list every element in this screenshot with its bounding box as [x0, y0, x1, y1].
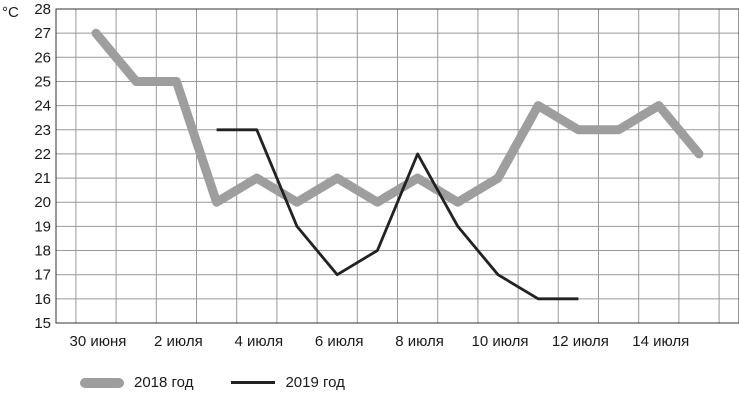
series-line-2019-год: [216, 128, 579, 301]
y-tick-label: 15: [34, 315, 51, 332]
y-tick-label: 19: [34, 218, 51, 235]
y-tick-label: 18: [34, 243, 51, 260]
x-tick-label: 4 июля: [234, 333, 283, 350]
legend-label-2019: 2019 год: [285, 374, 345, 391]
y-tick-label: 26: [34, 49, 51, 66]
legend-item-2018: 2018 год: [80, 374, 193, 391]
y-tick-label: 27: [34, 25, 51, 42]
x-tick-label: 2 июля: [154, 333, 203, 350]
y-axis-unit: °C: [2, 4, 19, 21]
legend-label-2018: 2018 год: [134, 374, 194, 391]
x-tick-label: 30 июня: [70, 333, 127, 350]
legend-swatch-2019: [231, 381, 276, 384]
x-tick-label: 14 июля: [632, 333, 689, 350]
y-axis-ticks: 15 16 17 18 19 20 21 22 23 24 25 26 27 28: [34, 1, 51, 332]
y-tick-label: 28: [34, 1, 51, 18]
y-tick-label: 23: [34, 122, 51, 139]
y-tick-label: 17: [34, 267, 51, 284]
y-tick-label: 24: [34, 98, 51, 115]
y-tick-label: 21: [34, 170, 51, 187]
x-tick-label: 12 июля: [552, 333, 609, 350]
y-tick-label: 16: [34, 291, 51, 308]
legend-swatch-2018: [80, 377, 124, 388]
series-group: [91, 28, 704, 301]
x-tick-label: 8 июля: [395, 333, 444, 350]
x-axis-ticks: 30 июня 2 июля 4 июля 6 июля 8 июля 10 июля 12…: [70, 333, 690, 350]
y-tick-label: 22: [34, 146, 51, 163]
x-tick-label: 10 июля: [471, 333, 528, 350]
grid-lines: [56, 8, 739, 324]
legend: 2018 год 2019 год: [80, 374, 345, 391]
legend-item-2019: 2019 год: [231, 374, 345, 391]
plot-frame: [55, 8, 739, 324]
y-tick-label: 25: [34, 73, 51, 90]
series-line-2018-год: [91, 28, 704, 207]
y-tick-label: 20: [34, 194, 51, 211]
x-tick-label: 6 июля: [315, 333, 364, 350]
